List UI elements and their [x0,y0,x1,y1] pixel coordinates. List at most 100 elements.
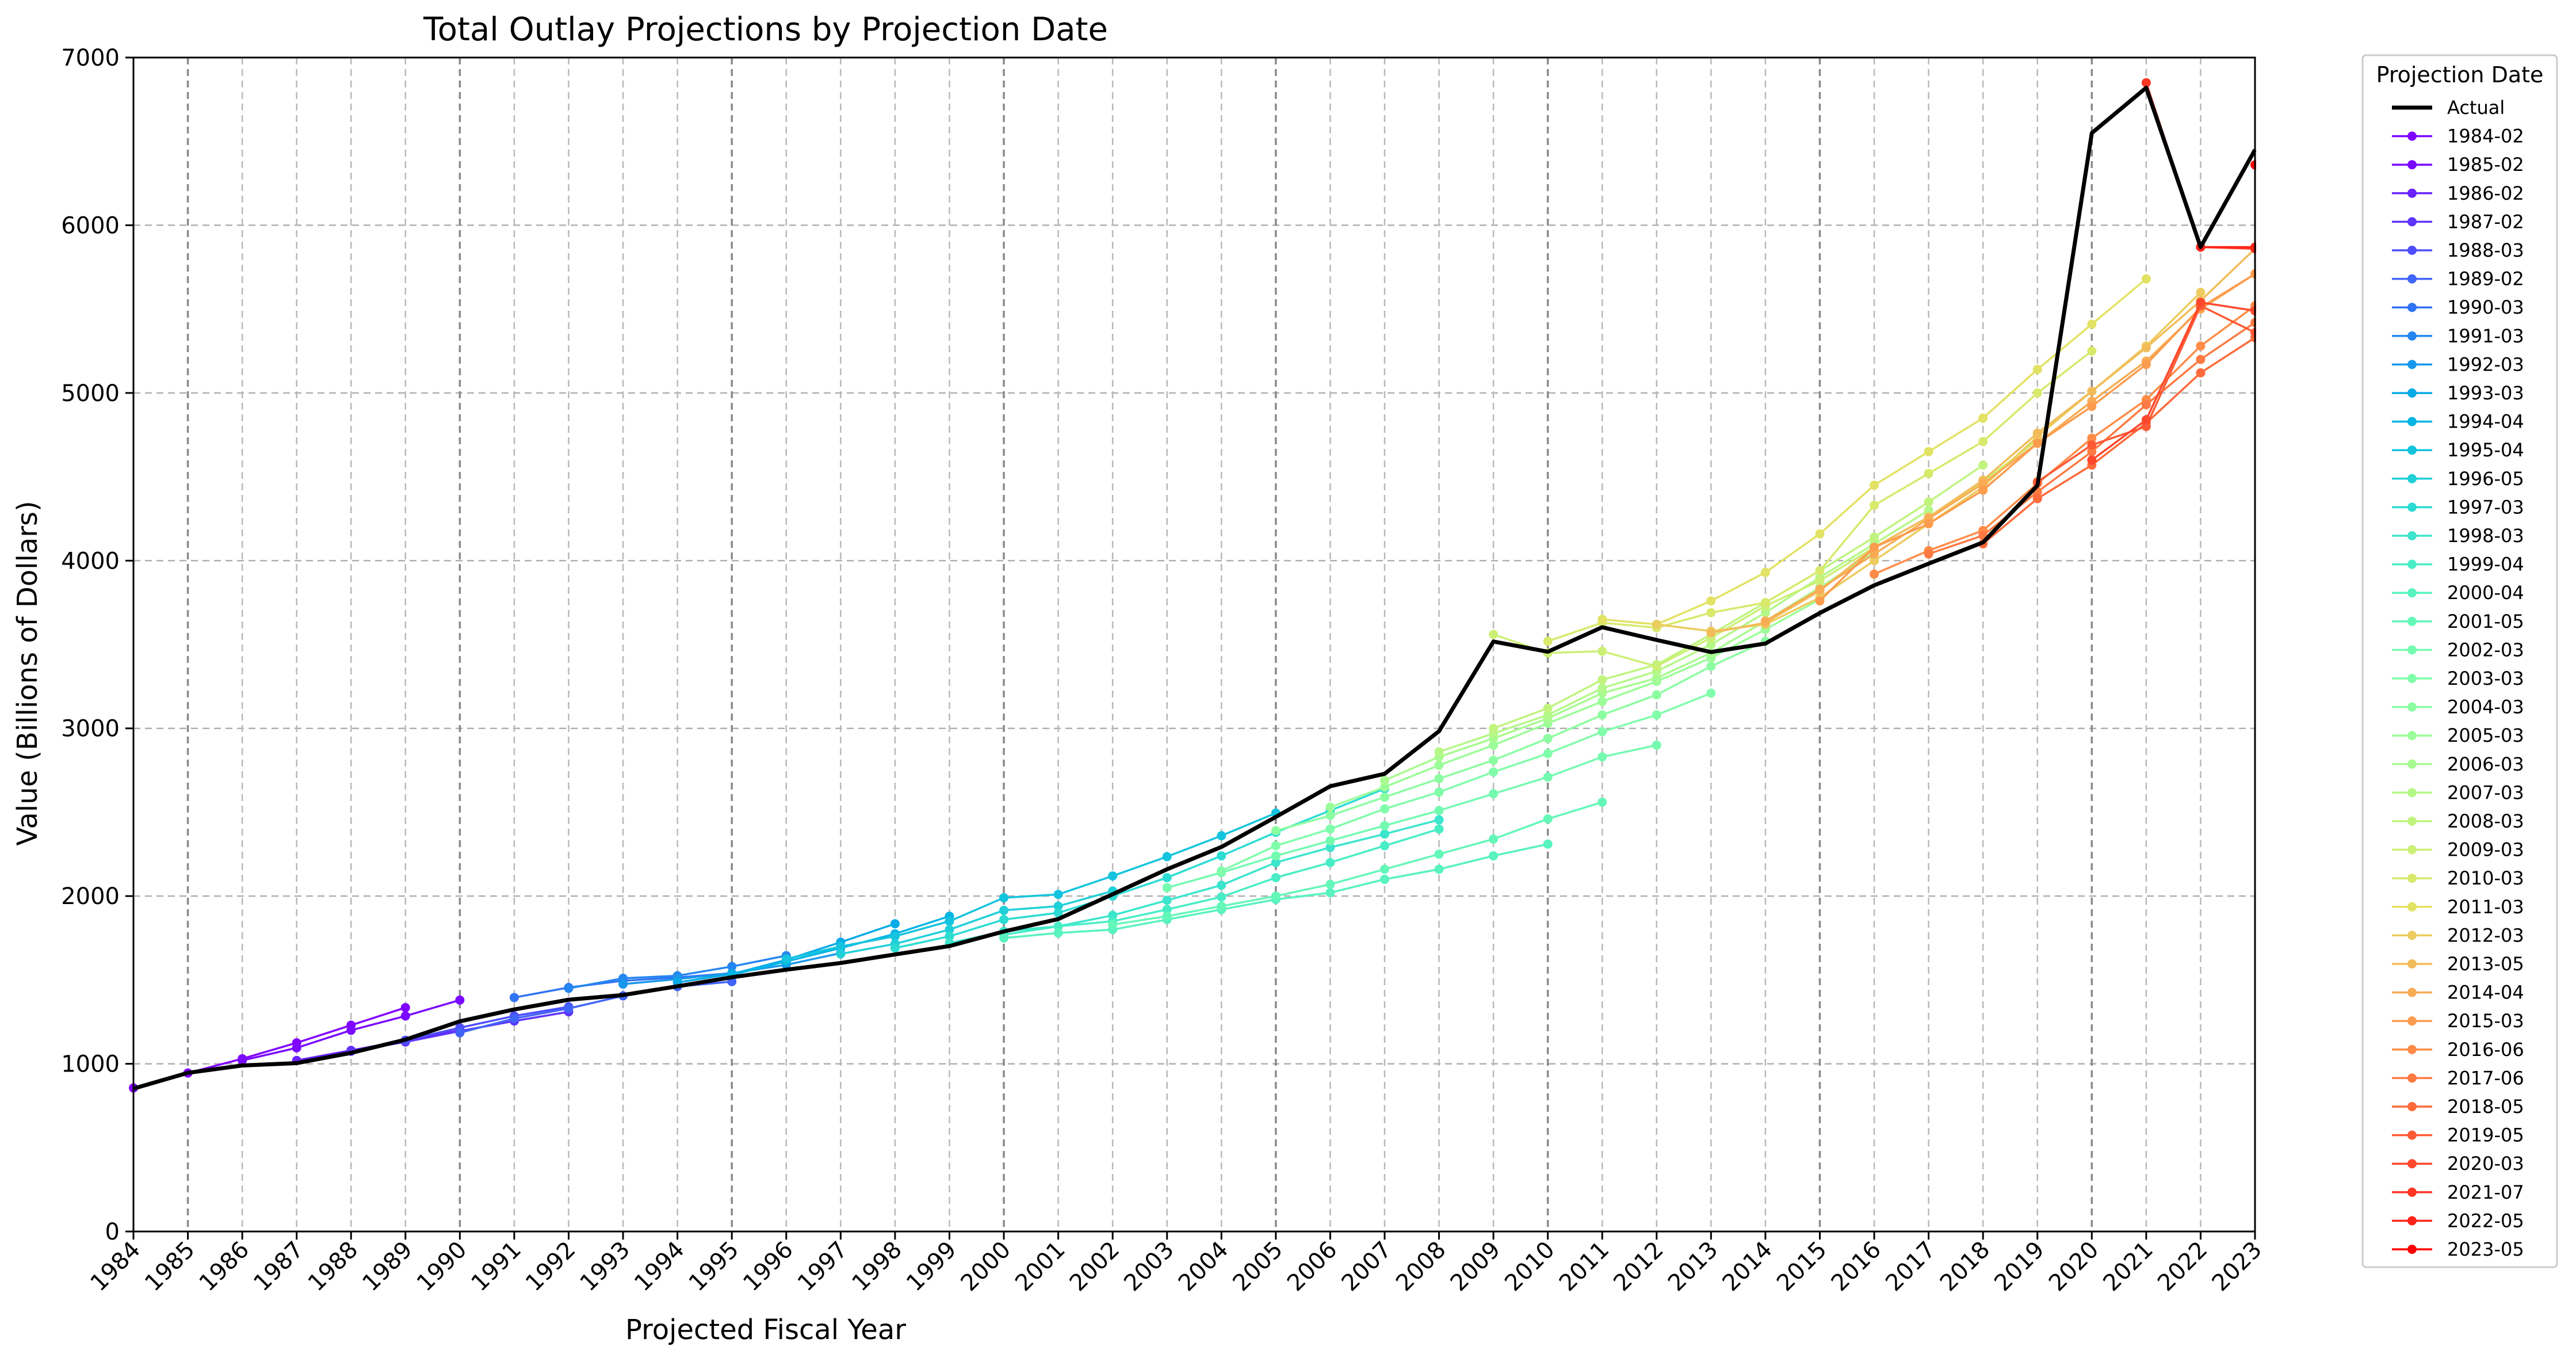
series-line [133,85,2257,1091]
data-point [781,954,791,964]
legend-label: 2013-05 [2447,953,2524,975]
legend-swatch-marker [2407,188,2417,198]
data-point [1597,752,1607,762]
data-point [1870,569,1879,579]
data-point [2032,365,2042,375]
data-point [1325,811,1335,821]
data-point [2087,402,2097,411]
data-point [836,949,846,959]
data-point [1271,841,1281,851]
data-point [1597,683,1607,693]
legend-swatch-marker [2407,160,2417,170]
y-tick-label: 6000 [61,212,120,239]
legend-label: 2001-05 [2447,611,2524,632]
data-point [1217,831,1226,841]
legend-entry: 1996-05 [2392,468,2524,490]
data-point [1489,723,1499,733]
legend-swatch-marker [2407,1102,2417,1111]
legend-entry: 2006-03 [2392,753,2524,775]
data-point [1434,864,1444,874]
data-point [1543,636,1553,646]
legend-swatch-marker [2407,1044,2417,1054]
data-point [999,905,1009,915]
data-point [1706,608,1716,617]
legend-label: 2010-03 [2447,867,2524,889]
data-point [1271,826,1281,836]
data-point [1217,880,1226,890]
legend-label: 1996-05 [2447,468,2524,490]
legend-entry: 1988-03 [2392,239,2524,261]
data-point [1815,566,1825,575]
series-2010-03 [1543,346,2097,646]
data-point [836,941,846,951]
y-tick-label: 1000 [61,1051,120,1078]
series-2004-03 [1271,636,1770,836]
chart-title: Total Outlay Projections by Projection D… [423,11,1108,48]
legend-entry: 2002-03 [2392,639,2524,661]
legend-entry: 2003-03 [2392,668,2524,689]
legend-entry: 2010-03 [2392,867,2524,889]
data-point [1978,479,1988,489]
legend-swatch-marker [2407,674,2417,683]
data-point [1325,879,1335,889]
data-point [1162,905,1172,914]
data-point [1379,864,1389,874]
legend-swatch-marker [2407,559,2417,569]
data-point [1652,690,1661,700]
data-point [1543,839,1553,849]
legend-label: 1989-02 [2447,268,2524,290]
legend-entry: 1998-03 [2392,525,2524,547]
data-point [1053,908,1063,918]
data-point [1870,556,1879,566]
legend-label: 1984-02 [2447,125,2524,147]
data-point [1489,767,1499,777]
data-point [2196,288,2206,297]
data-point [1543,710,1553,720]
data-point [1434,815,1444,825]
data-point [238,1055,247,1065]
legend-entry: 2019-05 [2392,1124,2524,1146]
data-point [618,979,628,989]
data-point [1924,519,1933,529]
series-2007-03 [1434,505,1933,757]
y-tick-label: 4000 [61,548,120,574]
data-point [1978,437,1988,447]
legend-swatch-marker [2407,502,2417,512]
legend-entry: 2014-04 [2392,982,2524,1004]
data-point [400,1011,410,1021]
legend-label: 2020-03 [2447,1153,2524,1175]
data-point [1652,673,1661,683]
data-point [2141,78,2151,87]
data-point [1379,804,1389,814]
data-point [1271,851,1281,861]
data-point [2141,400,2151,410]
series-line [1982,337,2256,545]
data-point [1434,747,1444,757]
series-2003-03 [1217,688,1716,876]
legend-entry: 1994-04 [2392,411,2524,433]
data-point [1870,481,1879,490]
x-axis-label: Projected Fiscal Year [625,1314,906,1346]
data-point [2087,433,2097,443]
legend-entry: 2020-03 [2392,1153,2524,1175]
data-point [2087,386,2097,396]
data-point [1815,529,1825,539]
data-point [1543,814,1553,824]
series-line [840,890,1113,955]
legend-label: 1988-03 [2447,239,2524,261]
data-point [1706,688,1716,698]
legend-swatch-marker [2407,931,2417,940]
legend-swatch-marker [2407,1216,2417,1226]
series-1995-04 [781,808,1281,964]
legend-entry: 2023-05 [2392,1238,2524,1260]
data-point [2032,439,2042,448]
legend-label: 2018-05 [2447,1096,2524,1118]
legend-swatch-marker [2407,874,2417,883]
data-point [2087,447,2097,456]
legend-entry: 1999-04 [2392,554,2524,575]
data-point [1162,883,1172,893]
legend-label: 2023-05 [2447,1238,2524,1260]
data-point [1706,628,1716,638]
y-tick-label: 0 [105,1219,120,1245]
